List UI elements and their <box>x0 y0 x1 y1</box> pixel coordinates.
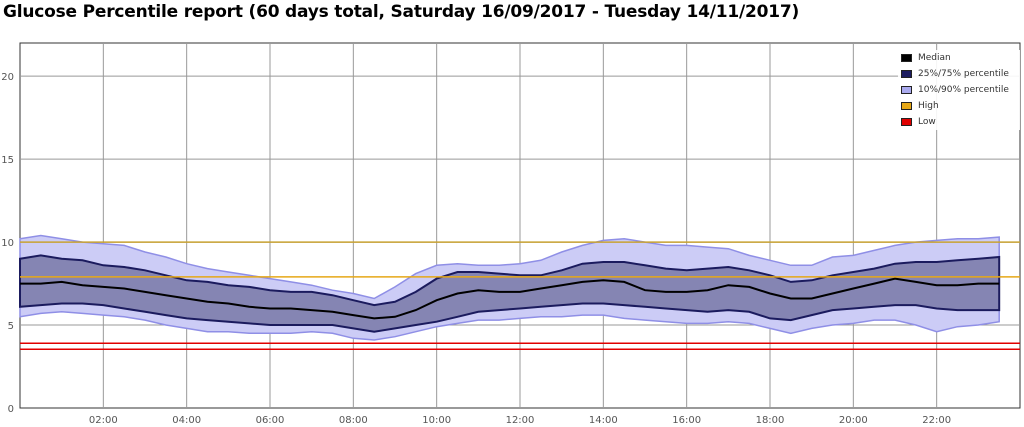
legend-item: 25%/75% percentile <box>898 66 1020 82</box>
legend-item: Median <box>898 50 1020 66</box>
y-tick-label: 0 <box>8 404 14 415</box>
y-tick-label: 20 <box>1 72 14 83</box>
legend-label: 25%/75% percentile <box>918 69 1009 79</box>
x-tick-label: 22:00 <box>922 415 951 426</box>
chart-title: Glucose Percentile report (60 days total… <box>3 2 800 22</box>
x-tick-label: 18:00 <box>756 415 785 426</box>
x-tick-label: 06:00 <box>256 415 285 426</box>
chart-legend: Median 25%/75% percentile 10%/90% percenti… <box>898 50 1020 130</box>
legend-label: Median <box>918 53 951 63</box>
legend-item: 10%/90% percentile <box>898 82 1020 98</box>
percentile-25-75-area <box>19 254 1001 333</box>
tick-labels: 02:00 04:00 06:00 08:00 10:00 12:00 14:00 16:00… <box>1 72 951 426</box>
legend-label: High <box>918 101 939 111</box>
x-tick-label: 04:00 <box>172 415 201 426</box>
legend-label: 10%/90% percentile <box>918 85 1009 95</box>
x-tick-label: 10:00 <box>422 415 451 426</box>
legend-item: High <box>898 98 1020 114</box>
legend-item: Low <box>898 114 1020 130</box>
legend-label: Low <box>918 117 936 127</box>
x-tick-label: 20:00 <box>839 415 868 426</box>
y-tick-label: 5 <box>8 321 14 332</box>
x-tick-label: 14:00 <box>589 415 618 426</box>
x-tick-label: 02:00 <box>89 415 118 426</box>
legend-swatch <box>901 102 912 110</box>
legend-swatch <box>901 118 912 126</box>
x-tick-label: 16:00 <box>672 415 701 426</box>
legend-swatch <box>901 70 912 78</box>
median-line <box>20 277 1000 320</box>
grid <box>19 42 1021 409</box>
x-tick-label: 08:00 <box>339 415 368 426</box>
threshold-layer <box>20 241 1020 351</box>
band-25-75 <box>19 254 1001 333</box>
y-tick-label: 15 <box>1 155 14 166</box>
y-tick-label: 10 <box>1 238 14 249</box>
median-layer <box>20 277 1000 320</box>
x-tick-label: 12:00 <box>506 415 535 426</box>
legend-swatch <box>901 86 912 94</box>
legend-swatch <box>901 54 912 62</box>
